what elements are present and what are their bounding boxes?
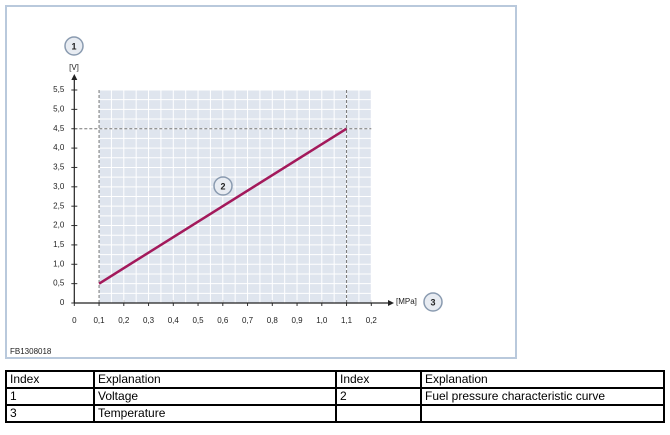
table-row: 3 Temperature [5, 404, 665, 423]
y-tick-label: 4,5 [53, 124, 65, 133]
cell [335, 404, 422, 423]
cell: Voltage [93, 387, 337, 406]
figure-id: FB1308018 [10, 347, 52, 356]
table-header: Index Explanation Index Explanation [5, 370, 665, 389]
x-tick-label: 0,5 [192, 316, 204, 325]
callout-circle [213, 176, 233, 196]
y-tick-label: 1,5 [53, 240, 65, 249]
legend-table: Index Explanation Index Explanation 1 Vo… [5, 370, 665, 423]
x-tick-label: 0,4 [168, 316, 180, 325]
table-row: 1 Voltage 2 Fuel pressure characteristic… [5, 387, 665, 406]
y-tick-label: 5,0 [53, 104, 65, 113]
figure-frame [5, 5, 517, 359]
callout-label: 1 [71, 41, 76, 51]
x-tick-label: 1,1 [341, 316, 353, 325]
x-tick-label: 0 [72, 316, 77, 325]
cell [420, 404, 665, 423]
x-tick-label: 0,2 [118, 316, 130, 325]
x-tick-label: 0,7 [242, 316, 254, 325]
x-axis-label: [MPa] [396, 297, 417, 306]
header-cell: Explanation [420, 370, 665, 389]
y-tick-label: 4,0 [53, 143, 65, 152]
y-tick-label: 3,5 [53, 163, 65, 172]
x-tick-label: 0,6 [217, 316, 229, 325]
callout-circle [423, 292, 443, 312]
callout-label: 3 [430, 297, 435, 307]
cell: 2 [335, 387, 422, 406]
x-tick-label: 0,1 [93, 316, 105, 325]
cell: Fuel pressure characteristic curve [420, 387, 665, 406]
y-tick-label: 3,0 [53, 182, 65, 191]
y-tick-label: 5,5 [53, 85, 65, 94]
cell: 1 [5, 387, 95, 406]
x-tick-label: 0,8 [267, 316, 279, 325]
x-tick-label: 0,9 [291, 316, 303, 325]
y-tick-label: 2,0 [53, 221, 65, 230]
cell: Temperature [93, 404, 337, 423]
x-axis-arrow [388, 300, 394, 306]
y-axis-label: [V] [69, 63, 79, 72]
y-axis-arrow [71, 74, 78, 80]
header-cell: Index [5, 370, 95, 389]
x-tick-label: 0,3 [143, 316, 155, 325]
y-tick-label: 1,0 [53, 259, 65, 268]
y-tick-label: 0,5 [53, 279, 65, 288]
x-tick-label: 1,0 [316, 316, 328, 325]
header-cell: Index [335, 370, 422, 389]
callout-label: 2 [220, 181, 225, 191]
y-tick-label: 0 [60, 298, 65, 307]
callout-circle [64, 36, 84, 56]
x-tick-label: 0,2 [366, 316, 378, 325]
y-tick-label: 2,5 [53, 201, 65, 210]
data-line [98, 127, 348, 285]
header-cell: Explanation [93, 370, 337, 389]
cell: 3 [5, 404, 95, 423]
chart: [V] [MPa] FB1308018 0 0,1 0,2 0,3 0,4 0,5 0,6 0… [10, 36, 443, 356]
